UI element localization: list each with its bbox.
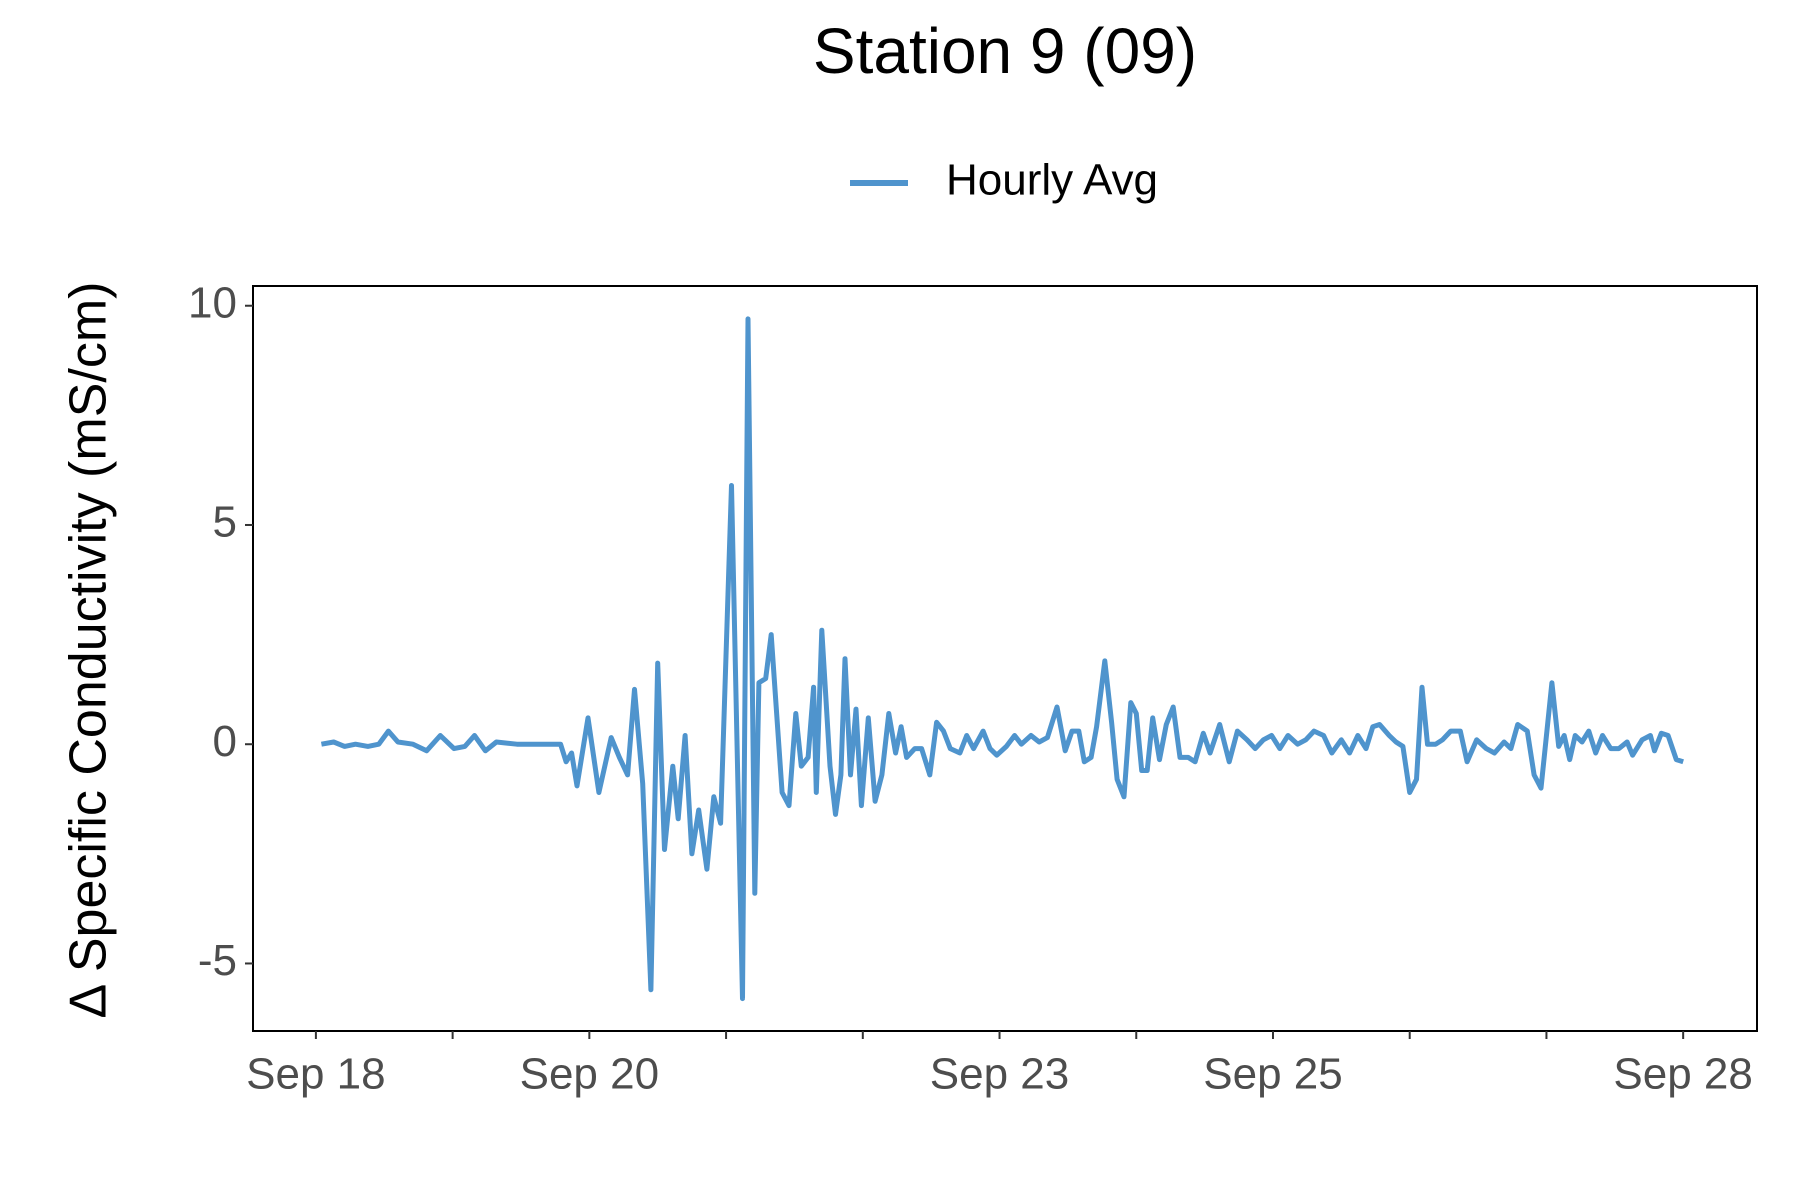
plot-frame xyxy=(252,285,1758,1032)
y-axis-label: Δ Specific Conductivity (mS/cm) xyxy=(60,282,118,1019)
x-tick-label: Sep 28 xyxy=(1613,1050,1752,1099)
x-tick-label: Sep 25 xyxy=(1203,1050,1342,1099)
y-tick-label: 0 xyxy=(213,717,237,766)
legend-label: Hourly Avg xyxy=(946,156,1158,205)
data-line xyxy=(320,316,1684,1002)
chart-title: Station 9 (09) xyxy=(813,15,1197,87)
x-tick-label: Sep 20 xyxy=(520,1050,659,1099)
y-tick-label: 5 xyxy=(213,498,237,547)
x-tick-label: Sep 18 xyxy=(246,1050,385,1099)
x-tick-label: Sep 23 xyxy=(930,1050,1069,1099)
y-tick-label: -5 xyxy=(198,936,237,985)
y-tick-label: 10 xyxy=(188,278,237,327)
